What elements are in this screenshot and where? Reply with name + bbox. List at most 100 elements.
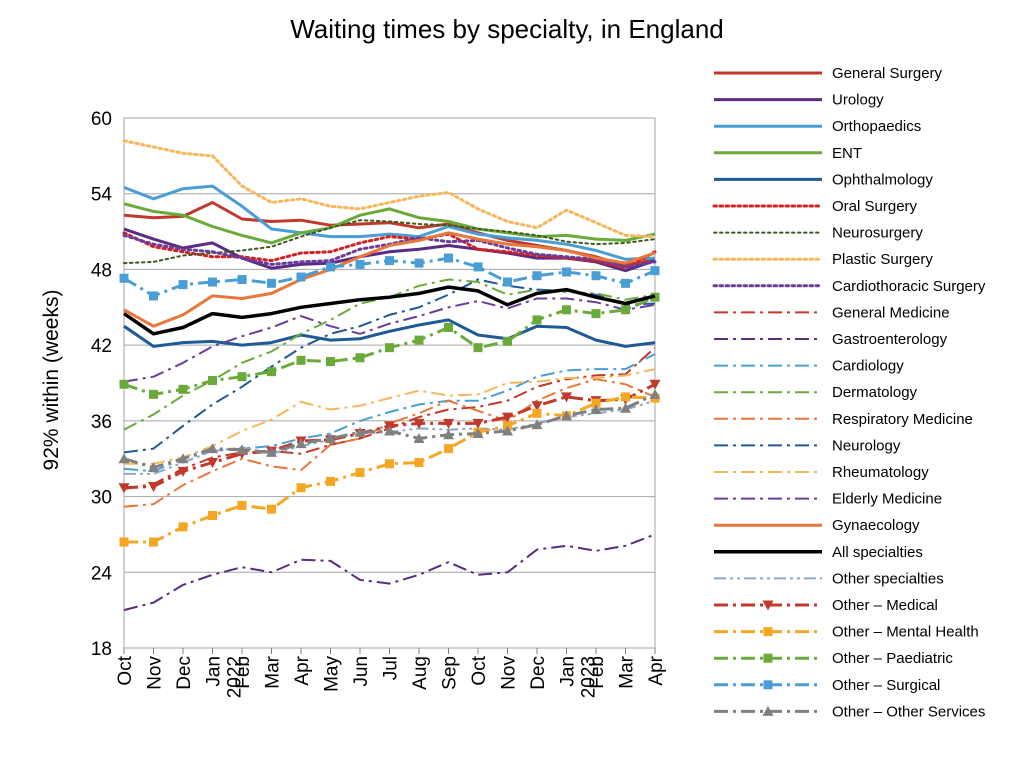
- legend-label: Other – Medical: [832, 597, 938, 614]
- series-point: [207, 458, 218, 468]
- series-point: [443, 418, 454, 429]
- series-line: [124, 395, 656, 544]
- series-line: [122, 139, 657, 239]
- series-point: [237, 500, 247, 510]
- series-8: [122, 139, 657, 239]
- legend-item: Orthopaedics: [714, 118, 921, 135]
- series-point: [591, 309, 601, 319]
- chart-title: Waiting times by specialty, in England: [290, 14, 724, 44]
- series-point: [621, 305, 630, 315]
- series-point: [413, 418, 425, 429]
- series-point: [562, 267, 571, 277]
- legend-item: Urology: [714, 92, 884, 109]
- legend-item: Plastic Surgery: [712, 251, 933, 268]
- series-point: [178, 522, 188, 532]
- series-point: [355, 353, 365, 363]
- series-point: [532, 315, 542, 325]
- x-tick-label: Dec: [528, 656, 549, 690]
- legend-label: Gastroenterology: [832, 331, 948, 348]
- series-point: [118, 483, 130, 494]
- legend-label: Other specialties: [832, 570, 944, 587]
- series-11: [123, 533, 656, 612]
- series-point: [267, 278, 276, 288]
- legend-item: Other – Medical: [714, 597, 938, 614]
- legend-label: Dermatology: [832, 384, 918, 401]
- series-18: [123, 231, 656, 328]
- series-point: [354, 426, 366, 437]
- series-point: [119, 379, 129, 389]
- x-tick-label: May: [322, 656, 343, 692]
- legend-item: ENT: [714, 145, 862, 162]
- legend-item: Other – Surgical: [714, 677, 940, 694]
- legend-label: Ophthalmology: [832, 171, 933, 188]
- series-22: [119, 392, 660, 547]
- series-point: [444, 322, 453, 332]
- legend-item: Dermatology: [714, 384, 918, 401]
- series-point: [149, 389, 158, 399]
- x-tick-label: Feb: [587, 656, 608, 689]
- legend-label: Other – Surgical: [832, 677, 940, 694]
- legend-label: Respiratory Medicine: [832, 411, 973, 428]
- legend-item: Other – Other Services: [714, 703, 985, 720]
- series-point: [590, 404, 602, 414]
- series-25: [118, 388, 661, 473]
- series-point: [295, 438, 307, 449]
- legend-item: General Medicine: [714, 304, 950, 321]
- legend-marker: [762, 600, 774, 611]
- legend-label: General Surgery: [832, 65, 943, 82]
- x-tick-label: Jul: [381, 656, 402, 680]
- series-point: [532, 271, 542, 281]
- series-point: [237, 275, 247, 285]
- series-line: [123, 202, 656, 245]
- series-point: [355, 259, 365, 269]
- series-point: [414, 458, 424, 467]
- series-point: [502, 412, 513, 423]
- legend-label: Gynaecology: [832, 517, 920, 534]
- series-point: [413, 433, 425, 444]
- series-point: [502, 425, 513, 436]
- legend-label: General Medicine: [832, 304, 950, 321]
- legend-item: Gastroenterology: [714, 331, 948, 348]
- y-axis-title: 92% within (weeks): [40, 290, 63, 471]
- series-point: [325, 433, 336, 444]
- series-point: [326, 476, 335, 486]
- series-point: [472, 418, 484, 429]
- series-point: [177, 453, 189, 464]
- series-point: [531, 401, 543, 412]
- x-tick-label: Jan: [204, 656, 225, 687]
- series-point: [208, 511, 217, 520]
- series-point: [531, 419, 543, 430]
- series-point: [385, 256, 394, 266]
- series-point: [207, 443, 218, 454]
- legend-label: Orthopaedics: [832, 118, 921, 135]
- y-tick-label: 30: [91, 488, 112, 509]
- legend-item: Neurosurgery: [713, 225, 923, 242]
- y-tick-label: 60: [91, 109, 112, 130]
- x-tick-label: Sep: [440, 656, 461, 690]
- series-point: [503, 336, 512, 346]
- legend-item: Gynaecology: [714, 517, 920, 534]
- x-tick-label: Apr: [646, 655, 667, 685]
- series-line: [123, 285, 656, 336]
- x-tick-label: Mar: [263, 655, 284, 688]
- legend-marker: [762, 705, 774, 716]
- legend-item: Neurology: [714, 437, 901, 454]
- series-point: [561, 392, 572, 403]
- legend-item: Elderly Medicine: [714, 491, 942, 508]
- series-line: [123, 297, 656, 383]
- series-point: [266, 446, 277, 457]
- legend-item: General Surgery: [714, 65, 943, 82]
- series-line: [123, 533, 656, 612]
- series-point: [414, 258, 424, 268]
- legend-label: Elderly Medicine: [832, 491, 942, 508]
- x-tick-label: Jun: [351, 656, 372, 687]
- series-point: [237, 372, 247, 382]
- series-point: [178, 280, 188, 290]
- legend-label: All specialties: [832, 544, 923, 561]
- series-point: [473, 262, 483, 272]
- series-23: [119, 292, 660, 399]
- x-tick-label: Apr: [292, 655, 313, 685]
- series-line: [123, 184, 656, 261]
- series-point: [444, 444, 453, 454]
